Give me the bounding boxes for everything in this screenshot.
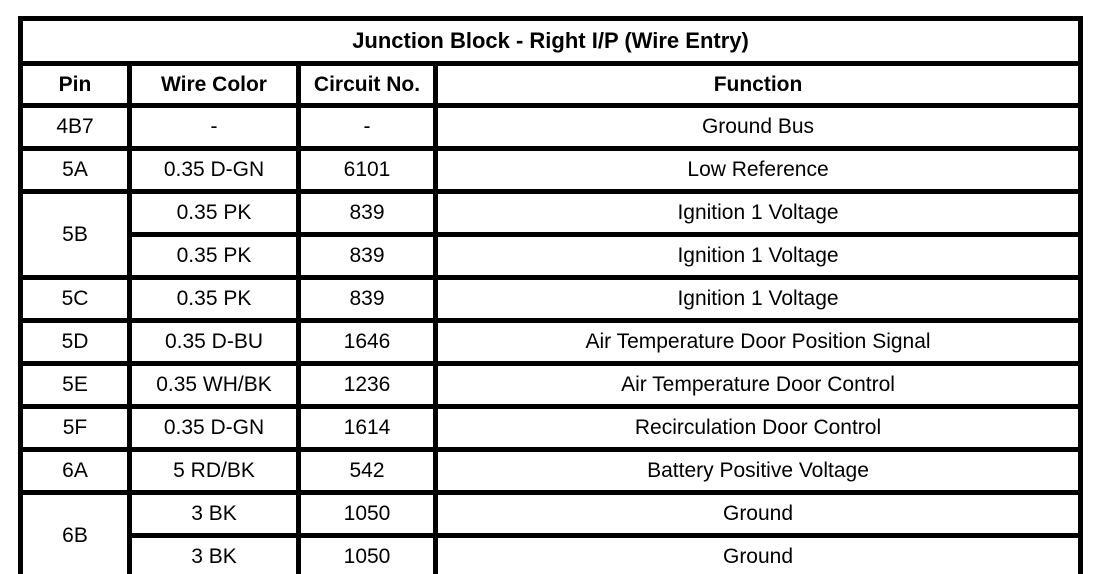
wire-color-cell: 3 BK [127,490,301,538]
table-row: 5C 0.35 PK 839 Ignition 1 Voltage [18,275,1084,323]
junction-block-table: Junction Block - Right I/P (Wire Entry) … [17,16,1084,574]
circuit-no-cell: 1646 [296,318,438,366]
function-cell: Ignition 1 Voltage [432,275,1084,323]
function-cell: Ignition 1 Voltage [432,189,1084,237]
function-cell: Ground Bus [432,103,1084,151]
function-cell: Ground [432,533,1084,574]
table-row: 5B 0.35 PK 839 Ignition 1 Voltage [18,189,1084,280]
column-header-circuit-no: Circuit No. [296,61,438,108]
circuit-no-cell: 839 [296,189,438,237]
pin-cell: 6B [18,490,132,574]
pin-cell: 5D [18,318,132,366]
pin-cell: 5B [18,189,132,280]
table-row: 5E 0.35 WH/BK 1236 Air Temperature Door Con… [18,361,1084,409]
table-title-row: Junction Block - Right I/P (Wire Entry) [17,16,1084,66]
function-cell: Low Reference [432,146,1084,194]
circuit-no-cell: 839 [296,275,438,323]
wire-color-cell: 0.35 D-GN [127,146,301,194]
wire-color-cell: - [127,103,301,151]
table-row: 6A 5 RD/BK 542 Battery Positive Voltage [18,447,1084,495]
wire-color-cell: 0.35 WH/BK [127,361,301,409]
wire-color-cell: 3 BK [127,533,301,574]
function-cell: Ground [432,490,1084,538]
wire-color-cell: 0.35 D-BU [127,318,301,366]
function-cell: Recirculation Door Control [432,404,1084,452]
table-row: 3 BK 1050 Ground [21,533,1084,574]
table-row: 6B 3 BK 1050 Ground [18,490,1084,574]
table-body: 4B7- - Ground Bus 5A 0.35 D-GN 6101 Low Refere… [18,103,1084,574]
table-row: 5A 0.35 D-GN 6101 Low Reference [18,146,1084,194]
circuit-no-cell: 1236 [296,361,438,409]
pin-cell: 4B7 [18,103,132,151]
pin-cell: 5E [18,361,132,409]
wire-color-cell: 0.35 PK [127,232,301,280]
circuit-no-cell: 839 [296,232,438,280]
function-cell: Air Temperature Door Control [432,361,1084,409]
column-header-wire-color: Wire Color [127,61,301,108]
function-cell: Battery Positive Voltage [432,447,1084,495]
table-row: 5D 0.35 D-BU 1646 Air Temperature Door Posi… [18,318,1084,366]
table-title: Junction Block - Right I/P (Wire Entry) [17,16,1084,66]
pin-cell: 5F [18,404,132,452]
wire-color-cell: 0.35 PK [127,275,301,323]
pin-cell: 6A [18,447,132,495]
pin-cell: 5A [18,146,132,194]
table-header-row: Pin Wire Color Circuit No. Function [18,61,1084,108]
table-row: 5F 0.35 D-GN 1614 Recirculation Door Contro… [18,404,1084,452]
pin-cell: 5C [18,275,132,323]
circuit-no-cell: 1050 [296,490,438,538]
column-header-pin: Pin [18,61,132,108]
circuit-no-cell: 542 [296,447,438,495]
wire-color-cell: 0.35 D-GN [127,404,301,452]
table-row: 4B7- - Ground Bus [18,103,1084,151]
column-header-function: Function [432,61,1084,108]
function-cell: Ignition 1 Voltage [432,232,1084,280]
function-cell: Air Temperature Door Position Signal [432,318,1084,366]
circuit-no-cell: 6101 [296,146,438,194]
table-row: 0.35 PK 839 Ignition 1 Voltage [21,232,1084,280]
circuit-no-cell: 1050 [296,533,438,574]
circuit-no-cell: - [296,103,438,151]
wire-color-cell: 5 RD/BK [127,447,301,495]
wire-color-cell: 0.35 PK [127,189,301,237]
circuit-no-cell: 1614 [296,404,438,452]
